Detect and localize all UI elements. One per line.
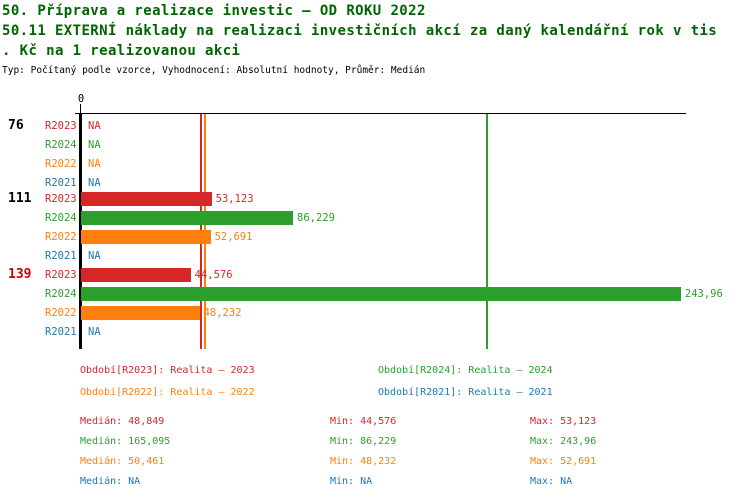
axis-zero-label: 0 bbox=[77, 93, 85, 105]
period-label-r2021: R2021 bbox=[45, 177, 77, 189]
period-label-r2023: R2023 bbox=[45, 193, 77, 205]
bar-r2022-group-111 bbox=[81, 230, 211, 244]
bar-value-label: 53,123 bbox=[215, 193, 254, 205]
bar-r2024-group-111 bbox=[81, 211, 294, 225]
bar-r2022-group-139 bbox=[81, 306, 200, 320]
legend-item-r2023: Období[R2023]: Realita – 2023 bbox=[80, 365, 255, 376]
stat-min-r2023: Min: 44,576 bbox=[330, 416, 397, 427]
group-label-111: 111 bbox=[8, 191, 32, 206]
period-label-r2023: R2023 bbox=[45, 120, 77, 132]
legend-item-r2024: Období[R2024]: Realita – 2024 bbox=[378, 365, 553, 376]
stat-median-r2021: Medián: NA bbox=[80, 476, 141, 487]
period-label-r2022: R2022 bbox=[45, 307, 77, 319]
stat-max-r2023: Max: 53,123 bbox=[530, 416, 597, 427]
na-label: NA bbox=[88, 250, 101, 262]
na-label: NA bbox=[88, 177, 101, 189]
na-label: NA bbox=[88, 120, 101, 132]
chart-subtitle: Typ: Počítaný podle vzorce, Vyhodnocení:… bbox=[2, 65, 426, 76]
period-label-r2024: R2024 bbox=[45, 212, 77, 224]
stat-median-r2024: Medián: 165,095 bbox=[80, 436, 171, 447]
na-label: NA bbox=[88, 139, 101, 151]
period-label-r2024: R2024 bbox=[45, 288, 77, 300]
na-label: NA bbox=[88, 158, 101, 170]
period-label-r2022: R2022 bbox=[45, 231, 77, 243]
legend-item-r2021: Období[R2021]: Realita – 2021 bbox=[378, 387, 553, 398]
bar-value-label: 48,232 bbox=[203, 307, 242, 319]
bar-chart: 0 76 R2023 NA R2024 NA R2022 NA R2021 NA 111 R2023 5… bbox=[0, 88, 750, 356]
stat-median-r2023: Medián: 48,849 bbox=[80, 416, 165, 427]
legend-item-r2022: Období[R2022]: Realita – 2022 bbox=[80, 387, 255, 398]
y-axis-line bbox=[79, 113, 82, 349]
stat-min-r2021: Min: NA bbox=[330, 476, 373, 487]
bar-value-label: 86,229 bbox=[297, 212, 335, 224]
x-axis-line bbox=[75, 113, 686, 114]
period-label-r2023: R2023 bbox=[45, 269, 77, 281]
stat-max-r2022: Max: 52,691 bbox=[530, 456, 597, 467]
stat-min-r2024: Min: 86,229 bbox=[330, 436, 397, 447]
bar-value-label: 243,96 bbox=[684, 288, 723, 300]
period-label-r2024: R2024 bbox=[45, 139, 77, 151]
stat-min-r2022: Min: 48,232 bbox=[330, 456, 397, 467]
page-title-line1: 50. Příprava a realizace investic – OD R… bbox=[2, 3, 426, 19]
bar-value-label: 52,691 bbox=[214, 231, 253, 243]
period-label-r2021: R2021 bbox=[45, 326, 77, 338]
stat-max-r2021: Max: NA bbox=[530, 476, 573, 487]
bar-r2023-group-111 bbox=[81, 192, 212, 206]
stat-max-r2024: Max: 243,96 bbox=[530, 436, 597, 447]
period-label-r2021: R2021 bbox=[45, 250, 77, 262]
bar-value-label: 44,576 bbox=[194, 269, 233, 281]
na-label: NA bbox=[88, 326, 101, 338]
group-label-139: 139 bbox=[8, 267, 32, 282]
page-title-line2: 50.11 EXTERNÍ náklady na realizaci inves… bbox=[2, 23, 718, 39]
bar-r2024-group-139 bbox=[81, 287, 681, 301]
bar-r2023-group-139 bbox=[81, 268, 191, 282]
axis-tick-zero bbox=[80, 104, 81, 113]
median-line-r2024 bbox=[485, 113, 488, 349]
page-title-line3: . Kč na 1 realizovanou akci bbox=[2, 43, 241, 59]
group-label-76: 76 bbox=[8, 118, 24, 133]
period-label-r2022: R2022 bbox=[45, 158, 77, 170]
stat-median-r2022: Medián: 50,461 bbox=[80, 456, 165, 467]
